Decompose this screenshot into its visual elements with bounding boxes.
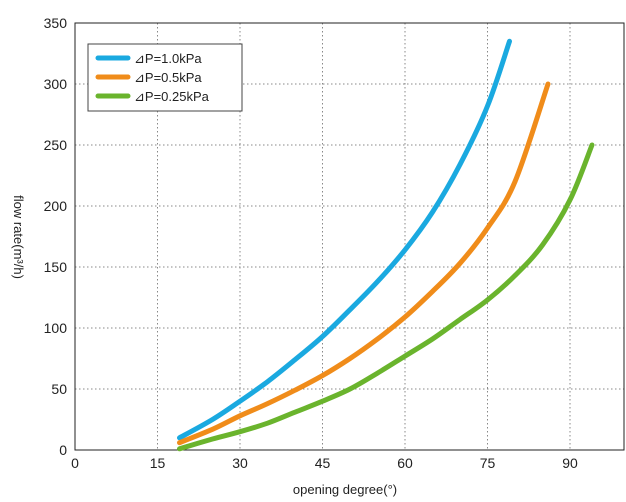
x-tick-label: 45: [315, 455, 331, 471]
series-line-2: [177, 81, 551, 446]
x-tick-label: 75: [480, 455, 496, 471]
legend-label: ⊿P=0.25kPa: [134, 89, 210, 104]
y-tick-label: 200: [44, 198, 68, 214]
legend-label: ⊿P=1.0kPa: [134, 51, 202, 66]
legend-label: ⊿P=0.5kPa: [134, 70, 202, 85]
plot-frame: [74, 22, 625, 451]
series-line-1: [177, 38, 512, 441]
x-tick-label: 15: [150, 455, 166, 471]
x-axis-title: opening degree(°): [293, 482, 397, 497]
legend: ⊿P=1.0kPa ⊿P=0.5kPa ⊿P=0.25kPa: [87, 43, 243, 112]
y-tick-label: 0: [59, 442, 67, 458]
x-tick-label: 0: [71, 455, 79, 471]
x-tick-label: 30: [232, 455, 248, 471]
axis-ticks: 0 15 30 45 60 75 90 0 50 100 150 200 250 300 350: [44, 15, 578, 471]
y-tick-label: 250: [44, 137, 68, 153]
series-lines: [177, 38, 595, 452]
y-tick-label: 150: [44, 259, 68, 275]
y-tick-label: 100: [44, 320, 68, 336]
y-tick-label: 50: [51, 381, 67, 397]
x-tick-label: 60: [397, 455, 413, 471]
y-tick-label: 300: [44, 76, 68, 92]
y-tick-label: 350: [44, 15, 68, 31]
series-line-3: [177, 142, 595, 452]
x-tick-label: 90: [562, 455, 578, 471]
y-axis-title: flow rate(m³/h): [11, 195, 26, 279]
